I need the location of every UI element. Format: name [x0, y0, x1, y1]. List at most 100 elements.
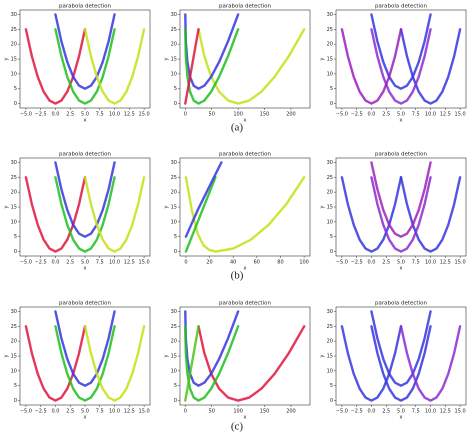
parabola-line	[184, 28, 240, 105]
subplot: parabola detection 0 20 40 60 80 100 0 5 10 15 20 25…	[164, 152, 311, 272]
y-axis-label: y	[4, 205, 10, 208]
chart-title: parabola detection	[219, 301, 271, 307]
plot-area	[184, 161, 306, 253]
plot-area	[24, 13, 146, 105]
x-tick-label: 12.5	[124, 260, 135, 266]
chart-title: parabola detection	[375, 152, 427, 158]
y-tick-label: 20	[327, 190, 333, 196]
y-tick-label: 5	[174, 86, 177, 92]
y-tick-label: 20	[171, 190, 177, 196]
plot-background	[180, 10, 310, 108]
x-tick-label: 20	[206, 260, 212, 266]
x-tick-label: 80	[277, 260, 283, 266]
y-tick-label: 0	[14, 249, 17, 255]
y-tick-label: 25	[327, 27, 333, 33]
x-tick-label: 200	[286, 112, 296, 118]
x-tick-label: 5.0	[81, 112, 89, 118]
caption: (c)	[231, 421, 244, 433]
axes-frame	[335, 9, 467, 109]
y-tick-label: 5	[174, 234, 177, 240]
plot-area	[340, 310, 462, 402]
y-tick-label: 25	[11, 27, 17, 33]
x-tick-label: 2.5	[382, 112, 390, 118]
parabola-line	[54, 325, 116, 402]
x-tick-label: 0	[184, 409, 187, 415]
x-tick-label: 7.5	[96, 112, 104, 118]
parabola-line	[54, 310, 116, 387]
y-tick-label: 15	[11, 57, 17, 63]
x-tick-label: 50	[209, 112, 215, 118]
axes-frame	[179, 9, 311, 109]
y-tick-label: 30	[327, 309, 333, 315]
plot-area	[24, 161, 146, 253]
x-tick-label: 2.5	[66, 260, 74, 266]
y-tick-label: 15	[171, 205, 177, 211]
y-tick-label: 15	[171, 57, 177, 63]
parabola-line	[197, 28, 306, 105]
y-tick-label: 0	[330, 249, 333, 255]
subplot: parabola detection −5.0 −2.5 0.0 2.5 5.0 7.5 10…	[4, 301, 151, 421]
y-tick-label: 25	[171, 175, 177, 181]
x-tick-label: −5.0	[20, 409, 32, 415]
plot-background	[20, 307, 150, 405]
parabola-line	[340, 325, 403, 402]
y-tick-label: 15	[327, 354, 333, 360]
chart-title: parabola detection	[219, 4, 271, 10]
parabola-line	[370, 310, 432, 387]
x-tick-label: 5.0	[397, 112, 405, 118]
y-tick-label: 25	[171, 324, 177, 330]
axes-frame	[179, 157, 311, 257]
y-tick-label: 0	[174, 398, 177, 404]
y-tick-label: 10	[11, 219, 17, 225]
x-tick-label: 150	[260, 112, 270, 118]
y-tick-label: 30	[11, 12, 17, 18]
x-tick-label: −5.0	[336, 409, 348, 415]
x-tick-label: 0.0	[51, 260, 59, 266]
x-tick-label: 15.0	[139, 409, 150, 415]
chart-title: parabola detection	[59, 152, 111, 158]
y-axis-label: y	[164, 354, 170, 357]
y-tick-label: 5	[330, 86, 333, 92]
parabola-line	[54, 161, 116, 238]
parabola-line	[83, 176, 146, 253]
y-tick-label: 15	[11, 354, 17, 360]
chart-title: parabola detection	[375, 301, 427, 307]
parabola-line	[54, 13, 116, 90]
plot-background	[336, 307, 466, 405]
y-axis-label: y	[320, 57, 326, 60]
x-axis-label: x	[244, 118, 247, 124]
x-tick-label: −2.5	[35, 409, 47, 415]
y-axis-label: y	[320, 205, 326, 208]
y-tick-label: 30	[171, 12, 177, 18]
x-tick-label: −5.0	[336, 112, 348, 118]
parabola-line	[370, 28, 432, 105]
parabola-line	[399, 176, 462, 253]
y-tick-label: 25	[171, 27, 177, 33]
x-tick-label: 100	[233, 409, 243, 415]
y-axis-label: y	[164, 205, 170, 208]
x-tick-label: 12.5	[124, 112, 135, 118]
y-tick-label: 30	[171, 309, 177, 315]
x-tick-label: 40	[230, 260, 236, 266]
chart-title: parabola detection	[219, 152, 271, 158]
y-tick-label: 0	[174, 101, 177, 107]
x-axis-label: x	[244, 415, 247, 421]
plot-background	[20, 10, 150, 108]
x-tick-label: 15.0	[139, 260, 150, 266]
x-tick-label: 10.0	[109, 112, 120, 118]
x-tick-label: 7.5	[96, 409, 104, 415]
parabola-line	[340, 28, 403, 105]
parabola-line	[24, 325, 87, 402]
y-tick-label: 0	[14, 398, 17, 404]
plot-area	[340, 161, 462, 253]
parabola-line	[370, 161, 432, 238]
subplot: parabola detection −5.0 −2.5 0.0 2.5 5.0 7.5 10…	[4, 152, 151, 272]
x-tick-label: −2.5	[351, 112, 363, 118]
y-tick-label: 0	[174, 249, 177, 255]
x-tick-label: 5.0	[81, 409, 89, 415]
axes-frame	[19, 157, 151, 257]
y-tick-label: 15	[171, 354, 177, 360]
plot-area	[340, 13, 462, 105]
x-tick-label: −5.0	[336, 260, 348, 266]
